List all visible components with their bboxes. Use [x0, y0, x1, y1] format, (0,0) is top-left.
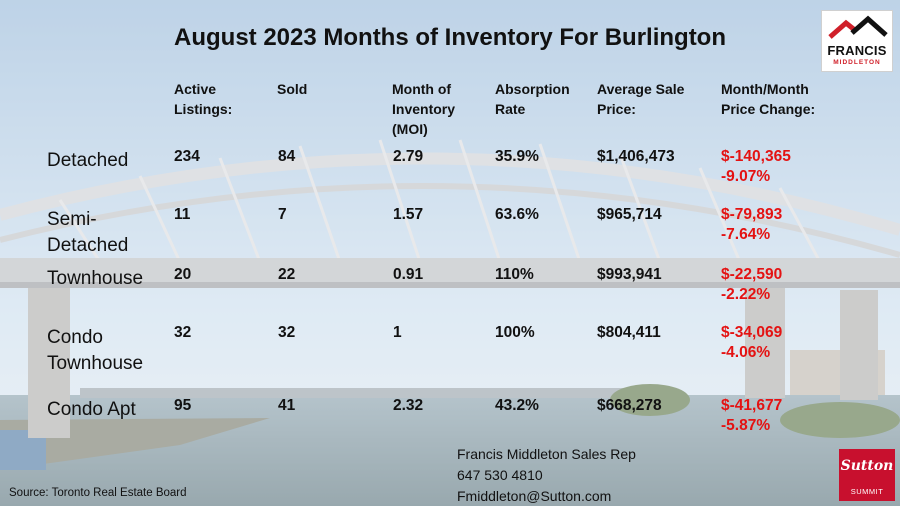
cell-average-price: $965,714	[597, 206, 662, 223]
cell-sold: 32	[278, 324, 296, 341]
source-note: Source: Toronto Real Estate Board	[9, 487, 187, 499]
cell-absorption-rate: 100%	[495, 324, 535, 341]
sutton-summit-logo: Sutton SUMMIT	[839, 449, 895, 501]
cell-change-amount: $-22,590	[721, 266, 783, 283]
header-average-sale-price: Average Sale Price:	[597, 81, 685, 117]
contact-email: Fmiddleton@Sutton.com	[457, 488, 612, 504]
cell-sold: 22	[278, 266, 296, 283]
logo-subword: MIDDLETON	[833, 59, 881, 66]
cell-moi: 2.32	[393, 397, 424, 414]
cell-change-percent: -7.64%	[721, 226, 771, 243]
cell-moi: 2.79	[393, 148, 424, 165]
cell-change-percent: -4.06%	[721, 344, 771, 361]
cell-sold: 84	[278, 148, 296, 165]
cell-change-amount: $-79,893	[721, 206, 783, 223]
row-label-condo-apt: Condo Apt	[47, 399, 136, 420]
cell-absorption-rate: 35.9%	[495, 148, 539, 165]
contact-name: Francis Middleton Sales Rep	[457, 446, 636, 462]
cell-absorption-rate: 43.2%	[495, 397, 539, 414]
cell-absorption-rate: 110%	[495, 266, 534, 283]
cell-absorption-rate: 63.6%	[495, 206, 539, 223]
cell-moi: 0.91	[393, 266, 424, 283]
header-price-change: Month/Month Price Change:	[721, 81, 816, 117]
cell-change-percent: -9.07%	[721, 168, 771, 185]
header-absorption-rate: Absorption Rate	[495, 81, 570, 117]
cell-sold: 41	[278, 397, 296, 414]
cell-moi: 1	[393, 324, 402, 341]
cell-active-listings: 20	[174, 266, 192, 283]
cell-active-listings: 95	[174, 397, 192, 414]
cell-average-price: $1,406,473	[597, 148, 675, 165]
cell-average-price: $804,411	[597, 324, 661, 341]
cell-moi: 1.57	[393, 206, 424, 223]
cell-average-price: $993,941	[597, 266, 662, 283]
cell-active-listings: 234	[174, 148, 200, 165]
contact-phone: 647 530 4810	[457, 467, 543, 483]
cell-change-amount: $-41,677	[721, 397, 783, 414]
house-roof-icon	[828, 15, 888, 39]
page-title: August 2023 Months of Inventory For Burl…	[174, 24, 726, 51]
cell-change-amount: $-140,365	[721, 148, 791, 165]
row-label-detached: Detached	[47, 150, 129, 171]
sutton-logo-word: Sutton	[840, 458, 894, 474]
cell-change-amount: $-34,069	[721, 324, 783, 341]
cell-sold: 7	[278, 206, 287, 223]
cell-active-listings: 11	[174, 206, 191, 223]
header-sold: Sold	[277, 81, 308, 97]
francis-middleton-logo: FRANCIS MIDDLETON	[821, 10, 893, 72]
row-label-condo-townhouse: Condo Townhouse	[47, 327, 144, 374]
row-label-semi-detached: Semi- Detached	[47, 209, 129, 256]
cell-change-percent: -5.87%	[721, 417, 771, 434]
cell-average-price: $668,278	[597, 397, 662, 414]
row-label-townhouse: Townhouse	[47, 268, 144, 289]
sutton-logo-subword: SUMMIT	[850, 487, 884, 496]
header-month-of-inventory: Month of Inventory (MOI)	[392, 81, 456, 137]
cell-change-percent: -2.22%	[721, 286, 771, 303]
logo-word: FRANCIS	[827, 43, 887, 58]
cell-active-listings: 32	[174, 324, 192, 341]
header-active-listings: Active Listings:	[174, 81, 233, 117]
